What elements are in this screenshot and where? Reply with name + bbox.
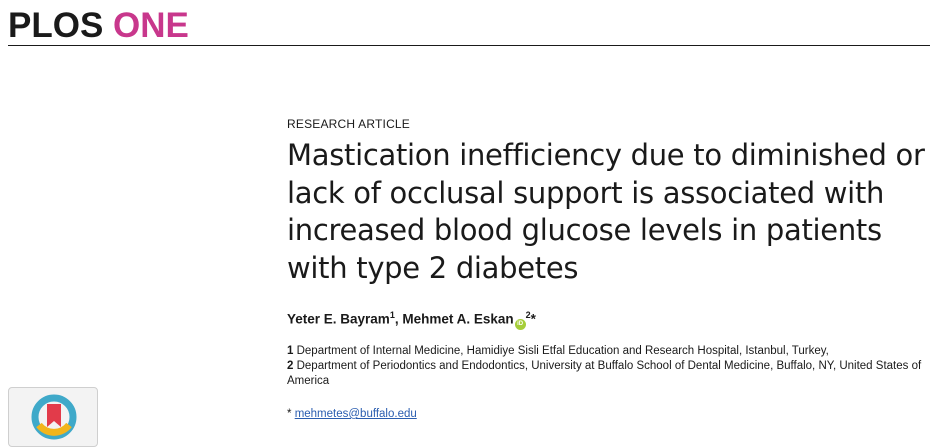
author-name[interactable]: Mehmet A. Eskan — [402, 311, 514, 327]
article-type: RESEARCH ARTICLE — [287, 117, 411, 131]
author-name[interactable]: Yeter E. Bayram — [287, 311, 390, 327]
header-divider — [8, 45, 930, 46]
corresponding-contact: * mehmetes@buffalo.edu — [287, 408, 417, 420]
affiliation-text: Department of Periodontics and Endodonti… — [287, 360, 922, 387]
affiliation-number: 1 — [287, 345, 294, 357]
corresponding-author-mark: * — [530, 311, 536, 327]
crossmark-icon — [31, 394, 77, 440]
affiliation-item: 1 Department of Internal Medicine, Hamid… — [287, 344, 932, 359]
affiliation-item: 2 Department of Periodontics and Endodon… — [287, 359, 932, 389]
contact-mark: * — [287, 408, 292, 420]
author-affiliation-ref: 1 — [389, 310, 395, 320]
article-title: Mastication inefficiency due to diminish… — [287, 138, 925, 285]
journal-name-plos: PLOS — [8, 6, 104, 45]
affiliations: 1 Department of Internal Medicine, Hamid… — [287, 344, 932, 389]
author-list: Yeter E. Bayram1, Mehmet A. Eskan iD2* — [287, 310, 536, 330]
journal-logo: PLOS ONE — [8, 6, 189, 46]
email-link[interactable]: mehmetes@buffalo.edu — [294, 408, 417, 420]
affiliation-text: Department of Internal Medicine, Hamidiy… — [296, 345, 829, 357]
author-affiliation-ref: 2 — [525, 310, 531, 320]
orcid-icon[interactable]: iD — [514, 318, 526, 330]
journal-name-one: ONE — [113, 6, 189, 45]
crossmark-badge[interactable] — [8, 387, 98, 447]
affiliation-number: 2 — [287, 360, 294, 372]
